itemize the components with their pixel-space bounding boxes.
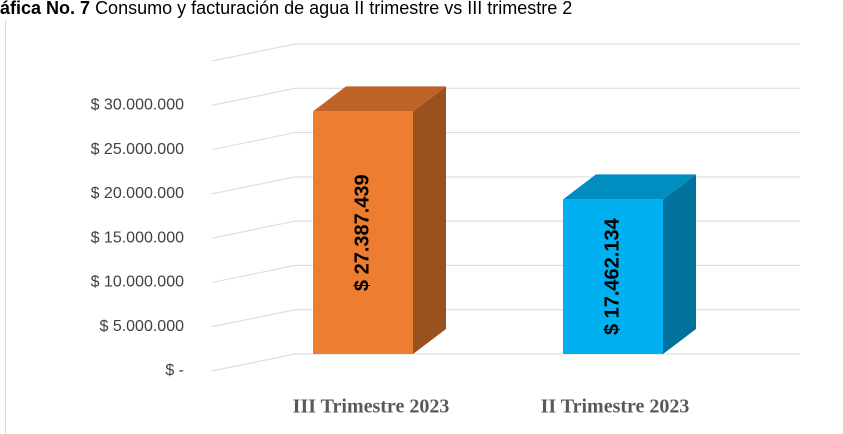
bar-top xyxy=(563,174,696,200)
bar xyxy=(563,199,663,354)
value-label: $ 27.387.439 xyxy=(351,174,373,291)
grid-line xyxy=(211,309,800,328)
grid-line xyxy=(211,87,800,106)
chart-title: áfica No. 7 Consumo y facturación de agu… xyxy=(0,0,572,18)
grid-line xyxy=(211,132,800,151)
x-tick-label: III Trimestre 2023 xyxy=(293,396,450,418)
y-tick-label: $ 30.000.000 xyxy=(91,97,185,114)
y-tick-label: $ 20.000.000 xyxy=(91,185,185,202)
bar-side xyxy=(663,174,696,354)
y-tick-label: $ 15.000.000 xyxy=(91,229,185,246)
y-tick-label: $ - xyxy=(165,362,184,379)
value-label: $ 17.462.134 xyxy=(601,217,623,335)
grid-line xyxy=(211,176,800,195)
bar xyxy=(313,111,413,354)
title-bold: áfica No. 7 xyxy=(0,0,90,18)
y-tick-label: $ 5.000.000 xyxy=(99,318,184,335)
grid-line xyxy=(211,353,800,372)
bar-side xyxy=(413,86,446,354)
grid-frame xyxy=(211,43,800,62)
y-tick-label: $ 25.000.000 xyxy=(91,141,185,158)
y-tick-label: $ 10.000.000 xyxy=(91,274,185,291)
title-text: Consumo y facturación de agua II trimest… xyxy=(95,0,572,18)
x-tick-label: II Trimestre 2023 xyxy=(541,396,690,418)
bar-top xyxy=(313,86,446,112)
grid-line xyxy=(211,220,800,239)
grid-line xyxy=(211,264,800,283)
